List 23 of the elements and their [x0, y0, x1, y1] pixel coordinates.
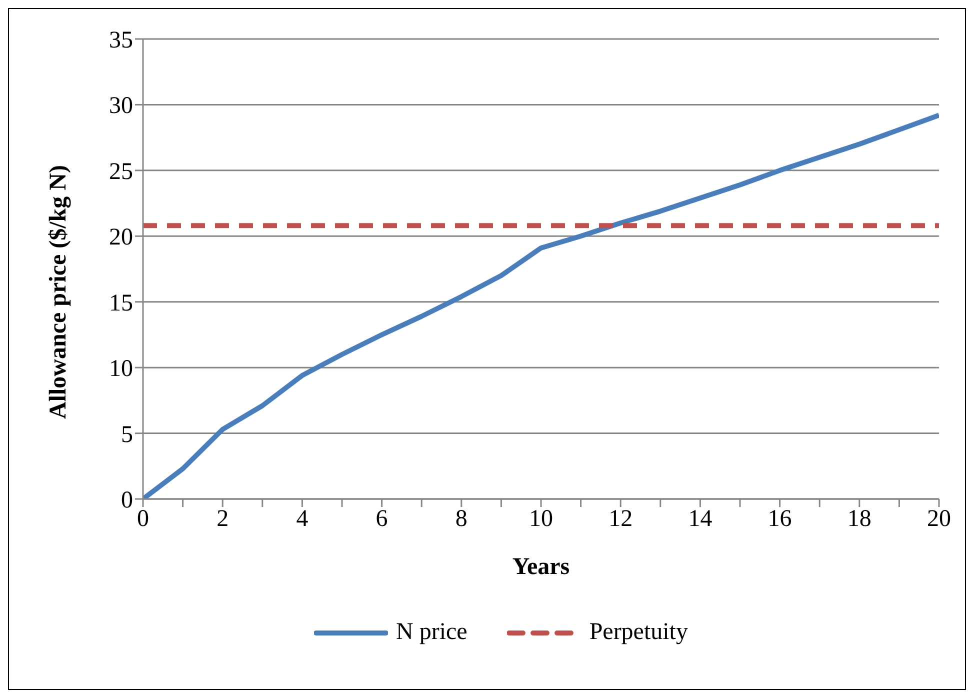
x-tick-label: 8	[455, 506, 468, 532]
x-tick-label: 14	[688, 506, 712, 532]
y-tick-label: 25	[109, 158, 133, 185]
x-tick-label: 10	[529, 506, 553, 532]
x-tick-label: 12	[608, 506, 633, 532]
x-tick-label: 16	[768, 506, 792, 532]
x-tick-label: 20	[927, 506, 951, 532]
y-tick-label: 15	[109, 290, 133, 316]
x-tick-label: 2	[216, 506, 229, 532]
legend-label: N price	[396, 619, 468, 646]
y-tick-label: 20	[109, 224, 133, 251]
y-tick-label: 10	[109, 356, 133, 382]
x-tick-label: 6	[376, 506, 388, 532]
y-tick-label: 0	[121, 488, 133, 514]
legend-label: Perpetuity	[589, 619, 688, 646]
y-axis-title: Allowance price ($/kg N)	[46, 165, 72, 419]
x-axis-title: Years	[512, 554, 570, 580]
y-tick-label: 35	[109, 28, 133, 54]
x-tick-label: 0	[137, 506, 149, 532]
x-tick-label: 18	[847, 506, 872, 532]
y-tick-label: 5	[121, 422, 133, 448]
x-tick-label: 4	[296, 506, 308, 532]
y-tick-label: 30	[109, 93, 133, 120]
